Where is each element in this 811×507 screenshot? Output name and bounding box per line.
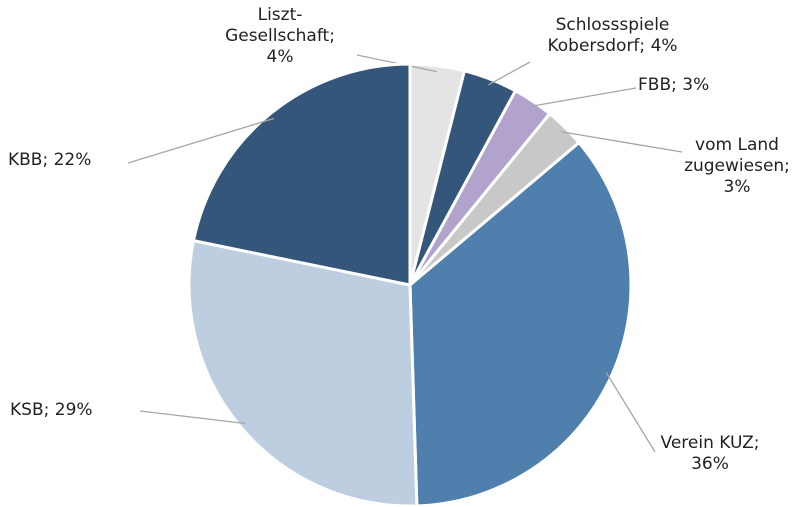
- leader-line: [529, 87, 637, 108]
- value-label: 36%: [691, 454, 729, 474]
- value-label: 3%: [682, 75, 710, 95]
- data-label: Liszt-Gesellschaft; 4%: [215, 5, 345, 68]
- pie-slice: [187, 238, 419, 507]
- data-label: Schlossspiele Kobersdorf; 4%: [525, 15, 700, 57]
- data-label: vom Land zugewiesen; 3%: [682, 135, 792, 198]
- value-label: 29%: [54, 400, 93, 420]
- category-label: Schlossspiele Kobersdorf;: [547, 15, 670, 56]
- category-label: KSB;: [10, 400, 50, 420]
- value-label: 22%: [53, 150, 92, 170]
- leader-line: [488, 61, 531, 86]
- leader-line: [605, 372, 656, 453]
- category-label: FBB;: [638, 75, 677, 95]
- category-label: Liszt-Gesellschaft;: [225, 5, 335, 46]
- data-label: KBB; 22%: [8, 150, 138, 171]
- pie-slice: [191, 62, 412, 287]
- category-label: vom Land zugewiesen;: [684, 135, 790, 176]
- value-label: 4%: [650, 36, 678, 56]
- data-label: FBB; 3%: [638, 75, 738, 96]
- value-label: 4%: [266, 47, 294, 67]
- leader-line: [127, 117, 275, 164]
- category-label: Verein KUZ;: [660, 433, 760, 453]
- leader-line: [560, 131, 683, 153]
- value-label: 3%: [723, 177, 751, 197]
- category-label: KBB;: [8, 150, 49, 170]
- pie-slice: [408, 140, 633, 507]
- data-label: KSB; 29%: [10, 400, 140, 421]
- data-label: Verein KUZ; 36%: [640, 433, 780, 475]
- leader-line: [139, 410, 246, 425]
